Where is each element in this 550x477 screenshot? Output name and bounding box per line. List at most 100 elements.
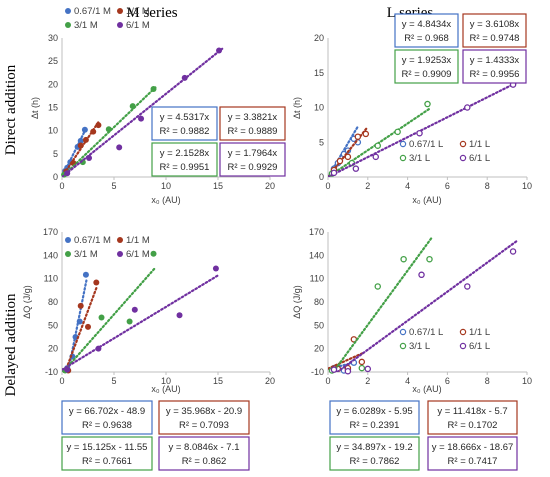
m-series-heading: M series xyxy=(126,5,177,21)
legend-marker xyxy=(459,328,467,336)
x-tick-label: 20 xyxy=(265,181,275,191)
x-tick-label: 4 xyxy=(405,181,410,191)
y-tick-label: 5 xyxy=(319,137,324,147)
legend-marker xyxy=(459,140,467,148)
legend-marker xyxy=(399,140,407,148)
y-tick-label: 0 xyxy=(319,172,324,182)
data-point xyxy=(372,153,380,161)
data-point xyxy=(150,85,157,92)
chart-l_delayed: 0 2 4 6 8 10 -10 20 50 80 110 140 170 x₀ (AU) ΔQ (J/g)… xyxy=(292,227,532,471)
equation-box xyxy=(219,106,286,141)
y-tick-label: 10 xyxy=(314,103,324,113)
data-point xyxy=(77,142,84,149)
y-tick-label: 25 xyxy=(48,56,58,66)
trendline-3 xyxy=(332,236,433,372)
data-point xyxy=(464,283,471,290)
y-tick-label: 20 xyxy=(48,344,58,354)
legend-marker xyxy=(459,154,467,162)
data-point xyxy=(400,255,407,263)
x-tick-label: 2 xyxy=(365,181,370,191)
y-tick-label: 0 xyxy=(53,172,58,182)
y-tick-label: 110 xyxy=(44,274,58,284)
equation-box xyxy=(394,13,459,48)
data-point xyxy=(81,126,88,133)
equation-text: y = 3.3821x xyxy=(228,112,278,123)
equation-box xyxy=(61,400,153,435)
data-point xyxy=(90,128,97,135)
data-point xyxy=(354,133,362,140)
r-squared-text: R² = 0.9882 xyxy=(160,126,210,137)
data-point xyxy=(358,364,366,372)
legend-label: 6/1 L xyxy=(469,153,490,164)
equation-box xyxy=(427,436,518,471)
legend-marker xyxy=(65,8,71,14)
r-squared-text: R² = 0.1702 xyxy=(448,420,498,431)
legend-label: 6/1 M xyxy=(126,249,150,260)
data-point xyxy=(76,318,83,325)
r-squared-text: R² = 0.9889 xyxy=(228,126,278,137)
y-tick-label: -10 xyxy=(311,367,324,377)
trendline-6 xyxy=(328,81,518,177)
data-point xyxy=(131,306,138,313)
data-point xyxy=(374,283,381,290)
data-point xyxy=(176,312,183,319)
y-tick-label: 50 xyxy=(314,320,324,330)
equation-box xyxy=(394,49,459,84)
x-tick-label: 6 xyxy=(445,376,450,386)
equation-box xyxy=(158,400,250,435)
chart-m_delayed: 0 5 10 15 20 -10 20 50 80 110 140 170 x₀ (AU) ΔQ (J/g… xyxy=(22,227,275,471)
equation-text: y = 11.418x - 5.7 xyxy=(437,406,507,417)
equation-box xyxy=(462,49,527,84)
legend-label: 3/1 L xyxy=(409,341,430,352)
legend-label: 0.67/1 L xyxy=(409,139,443,150)
x-tick-label: 0 xyxy=(59,181,64,191)
data-point xyxy=(426,255,433,263)
equation-box xyxy=(329,436,420,471)
y-tick-label: 170 xyxy=(43,227,58,237)
legend-marker xyxy=(399,328,407,336)
equation-text: y = 2.1528x xyxy=(160,148,210,159)
trendline-6 xyxy=(62,273,221,371)
equation-text: y = 6.0289x - 5.95 xyxy=(336,406,412,417)
equation-box xyxy=(151,106,218,141)
data-point xyxy=(93,279,100,286)
y-tick-label: 140 xyxy=(43,250,58,260)
y-tick-label: 15 xyxy=(314,68,324,78)
legend-marker xyxy=(65,237,71,243)
legend-marker xyxy=(459,342,467,350)
direct-addition-heading: Direct addition xyxy=(3,64,19,155)
data-point xyxy=(82,136,89,143)
data-point xyxy=(64,170,71,177)
data-point xyxy=(364,365,372,373)
equation-text: y = 3.6108x xyxy=(470,19,520,30)
equation-text: y = 35.968x - 20.9 xyxy=(166,406,242,417)
y-tick-label: 80 xyxy=(48,297,58,307)
r-squared-text: R² = 0.9748 xyxy=(470,33,520,44)
r-squared-text: R² = 0.9638 xyxy=(82,420,132,431)
data-point xyxy=(418,271,425,279)
delayed-addition-heading: Delayed addition xyxy=(3,293,19,396)
data-point xyxy=(95,122,102,129)
equation-text: y = 34.897x - 19.2 xyxy=(336,442,412,453)
legend-label: 0.67/1 L xyxy=(409,327,443,338)
y-tick-label: 50 xyxy=(48,320,58,330)
equation-box xyxy=(427,400,518,435)
legend-marker xyxy=(117,8,123,14)
r-squared-text: R² = 0.9929 xyxy=(228,162,278,173)
x-tick-label: 10 xyxy=(161,181,171,191)
x-tick-label: 10 xyxy=(161,376,171,386)
x-tick-label: 8 xyxy=(485,376,490,386)
legend-label: 3/1 M xyxy=(74,249,98,260)
equation-box xyxy=(329,400,420,435)
equation-text: y = 66.702x - 48.9 xyxy=(69,406,145,417)
data-point xyxy=(358,358,366,366)
y-tick-label: 20 xyxy=(314,33,324,43)
r-squared-text: R² = 0.7862 xyxy=(350,456,400,467)
legend-label: 6/1 M xyxy=(126,20,150,31)
data-point xyxy=(212,265,219,272)
data-point xyxy=(416,129,423,137)
data-point xyxy=(138,115,145,122)
legend-marker xyxy=(399,342,407,350)
x-tick-label: 2 xyxy=(365,376,370,386)
